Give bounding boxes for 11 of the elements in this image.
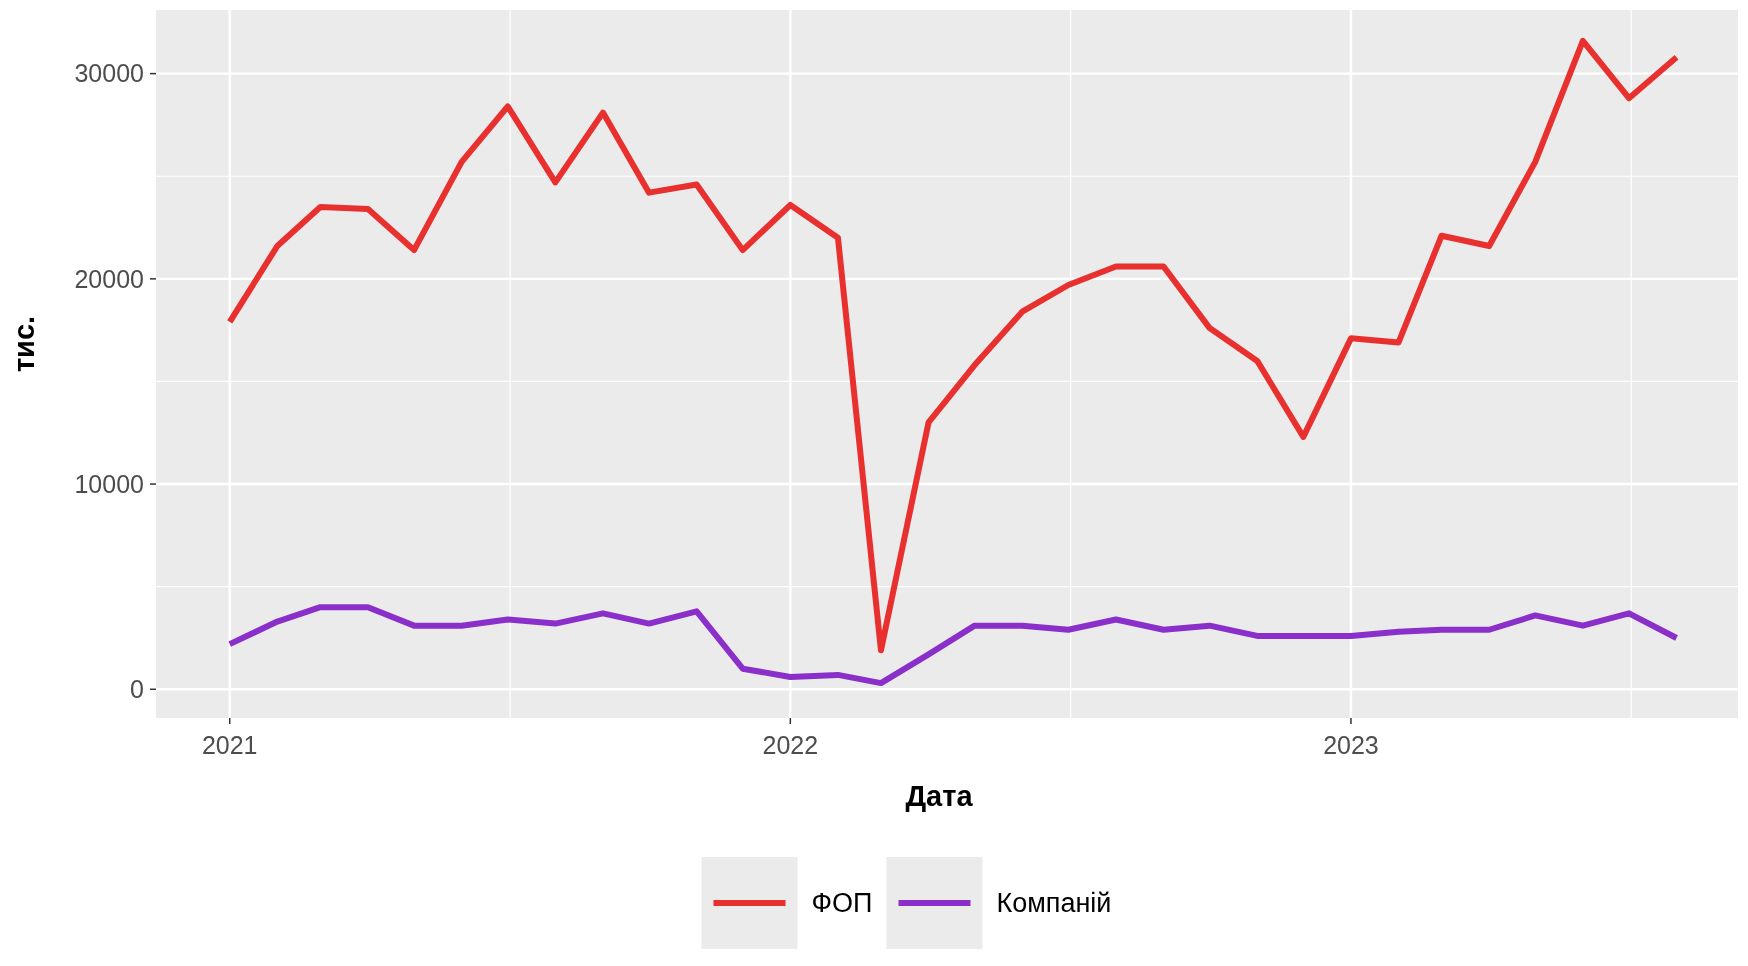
x-tick-label: 2021 [201, 731, 258, 759]
y-tick-label: 30000 [74, 59, 144, 88]
y-tick-label: 10000 [74, 469, 144, 498]
x-axis-title: Дата [905, 780, 974, 812]
y-axis-title: тис. [8, 315, 40, 373]
legend-label: ФОП [811, 888, 873, 919]
y-tick-label: 0 [130, 675, 144, 704]
legend-label: Компаній [996, 888, 1112, 919]
x-tick-label: 2022 [762, 731, 819, 759]
x-tick-label: 2023 [1323, 731, 1379, 759]
y-tick-label: 20000 [74, 264, 144, 293]
